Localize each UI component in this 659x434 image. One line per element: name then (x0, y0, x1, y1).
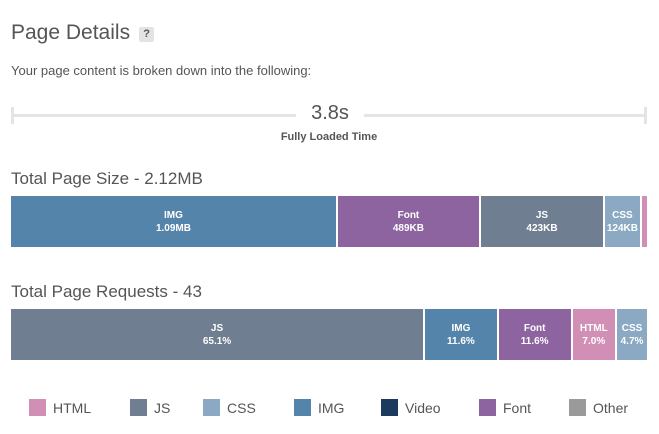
segment-label: HTML (579, 322, 608, 334)
timeline-line-right (364, 114, 647, 117)
legend-label: HTML (53, 399, 92, 416)
page-size-bar: IMG 1.09MB Font 489KB JS 423KB CSS 124KB (11, 196, 647, 247)
requests-segment-font[interactable]: Font 11.6% (498, 309, 573, 360)
legend-item-html: HTML (29, 399, 130, 416)
legend-item-css: CSS (203, 399, 294, 416)
legend-label: Video (405, 399, 441, 416)
segment-value: 124KB (606, 222, 638, 234)
legend-swatch (479, 399, 496, 416)
requests-segment-html[interactable]: HTML 7.0% (572, 309, 618, 360)
timeline-line-left (11, 114, 296, 117)
requests-segment-js[interactable]: JS 65.1% (11, 309, 426, 360)
segment-value: 7.0% (582, 335, 606, 347)
segment-label: IMG (164, 209, 183, 221)
size-segment-img[interactable]: IMG 1.09MB (11, 196, 338, 247)
legend-item-font: Font (479, 399, 569, 416)
page-subtitle: Your page content is broken down into th… (11, 63, 312, 78)
segment-label: Font (397, 209, 420, 221)
legend-swatch (381, 399, 398, 416)
legend-item-img: IMG (294, 399, 381, 416)
page-title: Page Details (11, 21, 131, 44)
size-segment-css[interactable]: CSS 124KB (605, 196, 642, 247)
total-page-size-title: Total Page Size - 2.12MB (11, 169, 203, 188)
segment-value: 4.7% (620, 335, 644, 347)
fully-loaded-timeline: 3.8s (11, 102, 647, 125)
legend-item-other: Other (569, 399, 639, 416)
segment-value: 11.6% (520, 335, 549, 347)
segment-label: CSS (621, 322, 643, 334)
legend-label: Other (593, 399, 629, 416)
fully-loaded-time-label: Fully Loaded Time (280, 131, 378, 143)
legend-swatch (294, 399, 311, 416)
legend-label: IMG (318, 399, 345, 416)
content-type-legend: HTML JS CSS IMG Video Font Other (29, 399, 639, 416)
requests-segment-img[interactable]: IMG 11.6% (425, 309, 499, 360)
size-segment-js[interactable]: JS 423KB (480, 196, 605, 247)
total-page-requests-title: Total Page Requests - 43 (11, 282, 202, 301)
legend-swatch (569, 399, 586, 416)
title-row: Page Details ? (11, 21, 155, 45)
segment-value: 489KB (392, 222, 424, 234)
legend-item-video: Video (381, 399, 479, 416)
legend-label: CSS (227, 399, 256, 416)
size-segment-html[interactable] (641, 196, 647, 247)
legend-swatch (203, 399, 220, 416)
segment-label: JS (535, 209, 549, 221)
segment-label: JS (210, 322, 224, 334)
requests-segment-css[interactable]: CSS 4.7% (617, 309, 647, 360)
fully-loaded-time-value: 3.8s (311, 102, 349, 124)
segment-label: Font (523, 322, 546, 334)
size-segment-font[interactable]: Font 489KB (337, 196, 481, 247)
segment-value: 1.09MB (155, 222, 191, 234)
help-icon[interactable]: ? (139, 26, 155, 42)
segment-value: 11.6% (447, 335, 475, 347)
segment-value: 423KB (526, 222, 558, 234)
legend-swatch (29, 399, 46, 416)
timeline-end-cap (644, 107, 647, 124)
segment-value: 65.1% (202, 335, 232, 347)
legend-label: JS (154, 399, 171, 416)
page-requests-bar: JS 65.1% IMG 11.6% Font 11.6% HTML 7.0% CSS 4.7% (11, 309, 647, 360)
legend-swatch (130, 399, 147, 416)
legend-label: Font (503, 399, 532, 416)
segment-label: CSS (612, 209, 633, 221)
segment-label: IMG (451, 322, 471, 334)
legend-item-js: JS (130, 399, 203, 416)
